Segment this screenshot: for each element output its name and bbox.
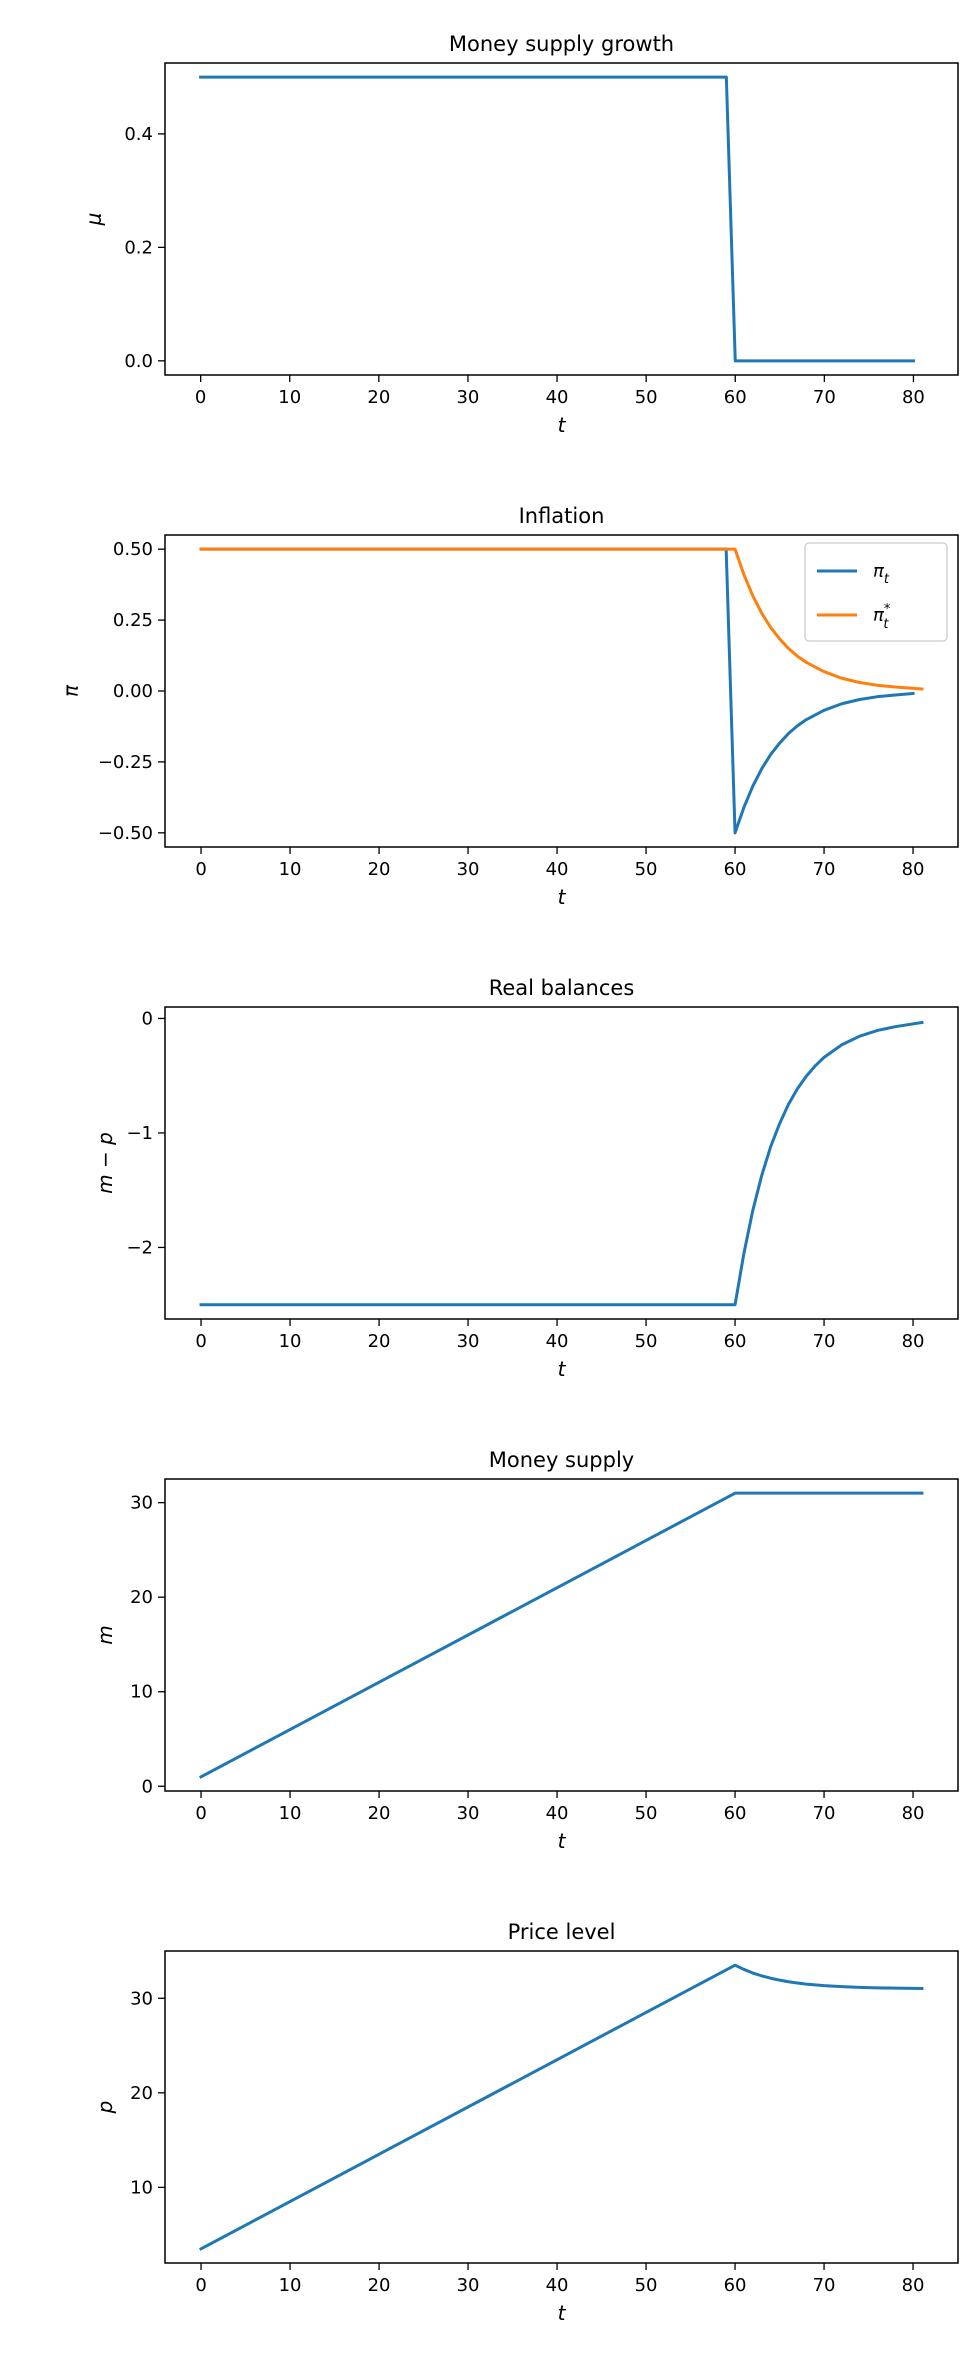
x-tick-label: 80 (902, 387, 925, 408)
x-tick-label: 20 (368, 1331, 391, 1352)
x-tick-label: 50 (635, 859, 658, 880)
x-tick-label: 60 (724, 1331, 747, 1352)
x-tick-label: 70 (813, 859, 836, 880)
x-tick-label: 0 (195, 387, 206, 408)
series-line-1 (199, 1963, 924, 2251)
chart-inflation: Inflation 0 10 20 30 40 50 60 70 80 −0.50 −0.25 0.00… (59, 504, 959, 909)
y-tick-label: −2 (126, 1237, 153, 1258)
y-axis-label: p (93, 2101, 117, 2115)
x-tick-label: 30 (457, 1803, 480, 1824)
x-tick-label: 20 (368, 859, 391, 880)
y-tick-label: −0.25 (98, 752, 153, 773)
y-axis-label: m − p (93, 1132, 117, 1194)
y-axis-label: m (93, 1625, 117, 1644)
legend-box (804, 542, 948, 642)
x-tick-label: 80 (902, 1331, 925, 1352)
chart-title: Money supply (489, 1448, 634, 1472)
y-tick-label: 0.50 (113, 539, 153, 560)
x-tick-label: 0 (195, 2275, 206, 2296)
x-axis-label: t (558, 413, 567, 437)
x-tick-label: 80 (902, 1803, 925, 1824)
x-tick-label: 20 (368, 1803, 391, 1824)
x-tick-label: 40 (546, 387, 569, 408)
x-tick-label: 10 (278, 387, 301, 408)
series-line-1 (199, 75, 915, 363)
x-tick-label: 30 (457, 2275, 480, 2296)
y-tick-label: 0.4 (124, 124, 153, 145)
x-tick-label: 20 (367, 387, 390, 408)
x-tick-label: 60 (724, 387, 747, 408)
plot-frame (164, 1950, 959, 2264)
y-tick-label: 20 (130, 2083, 153, 2104)
x-axis-label: t (558, 885, 567, 909)
y-tick-label: 0.00 (113, 681, 153, 702)
x-tick-label: 60 (724, 1803, 747, 1824)
x-tick-label: 50 (635, 1331, 658, 1352)
series-line-1 (199, 1020, 924, 1307)
x-tick-label: 10 (279, 2275, 302, 2296)
plot-frame (164, 62, 959, 376)
x-tick-label: 70 (813, 1331, 836, 1352)
x-tick-label: 10 (279, 1803, 302, 1824)
x-tick-label: 80 (902, 859, 925, 880)
x-tick-label: 0 (195, 859, 206, 880)
x-axis-label: t (558, 1357, 567, 1381)
x-tick-label: 40 (546, 2275, 569, 2296)
x-tick-label: 70 (813, 1803, 836, 1824)
y-tick-label: 10 (130, 2177, 153, 2198)
y-tick-label: −0.50 (98, 823, 153, 844)
y-tick-label: 20 (130, 1587, 153, 1608)
y-axis-label: π (59, 684, 83, 697)
x-tick-label: 40 (546, 859, 569, 880)
x-tick-label: 20 (368, 2275, 391, 2296)
chart-price-level: Price level 0 10 20 30 40 50 60 70 80 10 20 30 t p (93, 1920, 959, 2325)
x-tick-label: 30 (457, 859, 480, 880)
series-line-1 (199, 1491, 924, 1779)
x-axis-label: t (558, 2301, 567, 2325)
x-tick-label: 50 (635, 387, 658, 408)
x-tick-label: 0 (195, 1803, 206, 1824)
chart-title: Inflation (519, 504, 605, 528)
series-line-2 (199, 547, 924, 691)
x-tick-label: 10 (279, 859, 302, 880)
y-tick-label: 10 (130, 1682, 153, 1703)
x-tick-label: 30 (456, 387, 479, 408)
y-axis-label: μ (82, 213, 106, 227)
series-line-1 (199, 547, 915, 835)
x-tick-label: 30 (457, 1331, 480, 1352)
x-tick-label: 60 (724, 2275, 747, 2296)
y-tick-label: −1 (126, 1123, 153, 1144)
chart-title: Real balances (489, 976, 635, 1000)
y-tick-label: 0.25 (113, 610, 153, 631)
y-tick-label: 0.2 (124, 237, 153, 258)
x-tick-label: 40 (546, 1331, 569, 1352)
plot-frame (164, 1006, 959, 1320)
x-tick-label: 70 (813, 387, 836, 408)
y-tick-label: 30 (130, 1988, 153, 2009)
x-tick-label: 0 (195, 1331, 206, 1352)
y-tick-label: 0 (142, 1008, 153, 1029)
x-tick-label: 50 (635, 2275, 658, 2296)
chart-money-supply: Money supply 0 10 20 30 40 50 60 70 80 0 10 20 30 t m (93, 1448, 959, 1853)
chart-real-balances: Real balances 0 10 20 30 40 50 60 70 80 −2 −1 0 t m − … (93, 976, 959, 1381)
x-tick-label: 60 (724, 859, 747, 880)
legend-label: πt (873, 561, 890, 587)
x-tick-label: 80 (902, 2275, 925, 2296)
x-tick-label: 10 (279, 1331, 302, 1352)
x-tick-label: 40 (546, 1803, 569, 1824)
x-tick-label: 50 (635, 1803, 658, 1824)
chart-title: Money supply growth (449, 32, 674, 56)
y-tick-label: 30 (130, 1493, 153, 1514)
x-axis-label: t (558, 1829, 567, 1853)
x-tick-label: 70 (813, 2275, 836, 2296)
legend-label: π* t (873, 602, 891, 632)
y-tick-label: 0.0 (124, 351, 153, 372)
plot-frame (164, 1478, 959, 1792)
y-tick-label: 0 (142, 1776, 153, 1797)
chart-title: Price level (508, 1920, 616, 1944)
chart-money-supply-growth: Money supply growth 0 10 20 30 40 50 60 70 80 0.0 0… (82, 32, 959, 437)
